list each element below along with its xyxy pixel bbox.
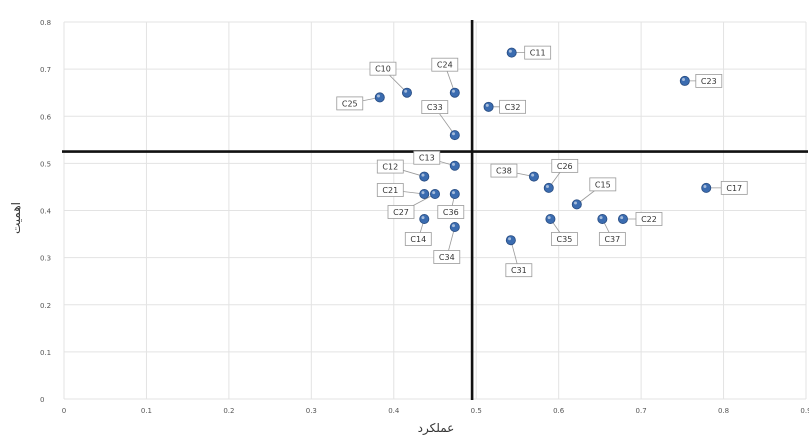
y-tick-label: 0.8	[40, 19, 51, 27]
data-point-highlight	[600, 216, 603, 219]
point-label: C38	[496, 167, 512, 176]
x-tick-label: 0.1	[141, 407, 152, 415]
y-tick-label: 0.5	[40, 160, 51, 168]
data-point	[375, 93, 384, 102]
point-label: C14	[410, 235, 426, 244]
x-tick-label: 0	[62, 407, 66, 415]
data-point-highlight	[452, 132, 455, 135]
point-label: C24	[437, 61, 453, 70]
point-label: C32	[505, 103, 521, 112]
point-label: C22	[641, 215, 657, 224]
y-tick-label: 0.4	[40, 208, 52, 216]
data-point	[506, 236, 515, 245]
data-point-highlight	[377, 95, 380, 98]
data-point	[484, 102, 493, 111]
point-label: C12	[382, 163, 398, 172]
data-point-highlight	[432, 191, 435, 194]
x-tick-label: 0.3	[306, 407, 317, 415]
y-tick-label: 0.1	[40, 349, 51, 357]
data-point-highlight	[421, 174, 424, 177]
point-label: C35	[557, 235, 573, 244]
data-point	[420, 214, 429, 223]
y-tick-label: 0	[40, 396, 44, 404]
x-tick-label: 0.2	[223, 407, 234, 415]
data-point-highlight	[703, 185, 706, 188]
point-label: C25	[342, 99, 358, 108]
data-point	[450, 161, 459, 170]
data-point-highlight	[421, 191, 424, 194]
point-label: C10	[375, 65, 391, 74]
data-point-highlight	[508, 237, 511, 240]
data-point	[450, 131, 459, 140]
point-label: C26	[557, 162, 573, 171]
data-point-highlight	[452, 163, 455, 166]
data-point	[598, 214, 607, 223]
data-point	[507, 48, 516, 57]
point-label: C27	[393, 208, 409, 217]
data-point	[450, 88, 459, 97]
x-tick-label: 0.9	[800, 407, 809, 415]
x-tick-label: 0.7	[636, 407, 647, 415]
point-label: C34	[439, 253, 455, 262]
x-axis-title: عملکرد	[418, 421, 455, 436]
data-point-highlight	[546, 185, 549, 188]
data-point	[572, 200, 581, 209]
data-point-highlight	[486, 104, 489, 107]
data-point-highlight	[421, 216, 424, 219]
point-label: C15	[595, 180, 611, 189]
x-tick-label: 0.4	[388, 407, 400, 415]
data-point-highlight	[574, 201, 577, 204]
data-point	[430, 189, 439, 198]
data-point-highlight	[404, 90, 407, 93]
point-label: C31	[511, 266, 527, 275]
data-point-highlight	[548, 216, 551, 219]
data-point	[702, 183, 711, 192]
point-label: C17	[726, 184, 742, 193]
data-point	[402, 88, 411, 97]
point-label: C13	[419, 154, 435, 163]
point-label: C21	[382, 186, 398, 195]
data-point-highlight	[452, 224, 455, 227]
x-tick-label: 0.6	[553, 407, 565, 415]
data-point	[450, 222, 459, 231]
point-label: C23	[701, 77, 717, 86]
data-point	[680, 76, 689, 85]
data-point	[420, 189, 429, 198]
data-point-highlight	[682, 78, 685, 81]
y-tick-label: 0.3	[40, 255, 51, 263]
data-point	[546, 214, 555, 223]
data-point	[529, 172, 538, 181]
data-point-highlight	[531, 174, 534, 177]
data-point-highlight	[620, 216, 623, 219]
data-point	[618, 214, 627, 223]
point-label: C37	[604, 235, 620, 244]
data-point-highlight	[509, 50, 512, 53]
point-label: C36	[443, 208, 459, 217]
point-label: C33	[427, 103, 443, 112]
data-point	[420, 172, 429, 181]
y-tick-label: 0.7	[40, 66, 51, 74]
data-point	[450, 189, 459, 198]
x-tick-label: 0.8	[718, 407, 729, 415]
y-axis-title: اهمیت	[9, 202, 23, 234]
data-point	[544, 183, 553, 192]
data-point-highlight	[452, 191, 455, 194]
point-label: C11	[530, 49, 546, 58]
x-tick-label: 0.5	[471, 407, 482, 415]
grid-lines	[64, 22, 806, 399]
data-point-highlight	[452, 90, 455, 93]
y-tick-label: 0.6	[40, 113, 52, 121]
y-tick-label: 0.2	[40, 302, 51, 310]
